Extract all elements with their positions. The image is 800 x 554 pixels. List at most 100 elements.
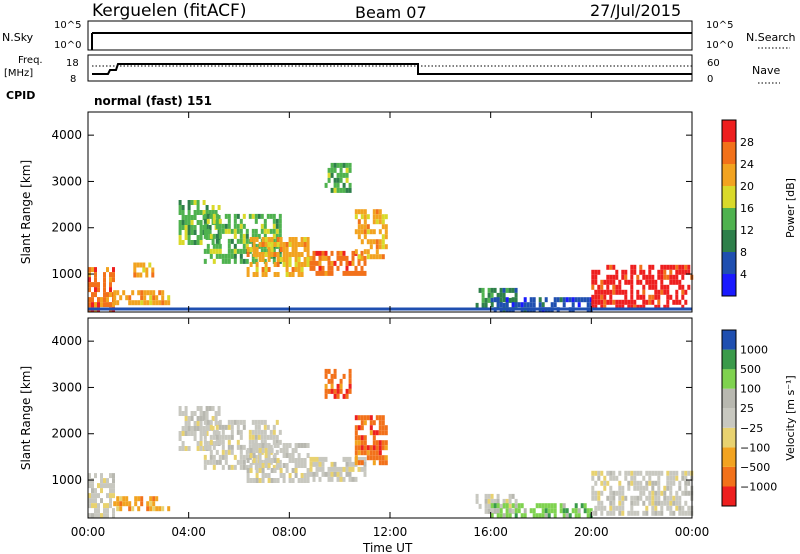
velocity-cell xyxy=(203,434,207,440)
power-cell xyxy=(586,302,590,308)
power-cell xyxy=(333,182,337,188)
velocity-cell xyxy=(633,470,637,476)
velocity-cell xyxy=(351,476,355,482)
power-cell xyxy=(327,265,331,271)
power-cell xyxy=(351,260,355,266)
velocity-cell xyxy=(193,411,197,416)
power-cell xyxy=(139,272,143,278)
velocity-cell xyxy=(155,496,159,502)
nave-label: Nave xyxy=(752,64,780,77)
power-cell xyxy=(264,242,268,247)
power-cell xyxy=(493,297,497,303)
power-cell xyxy=(261,272,265,277)
velocity-cell xyxy=(221,424,225,430)
velocity-cell xyxy=(339,466,343,472)
power-cell xyxy=(345,167,349,173)
velocity-cell xyxy=(297,453,301,458)
power-cell xyxy=(288,262,292,267)
velocity-cell xyxy=(621,500,625,506)
velocity-cell xyxy=(249,453,253,458)
power-cell xyxy=(300,272,304,277)
power-cell xyxy=(282,242,286,247)
power-cell xyxy=(218,248,222,254)
power-cell xyxy=(255,247,259,252)
power-cell xyxy=(615,299,619,305)
power-cell xyxy=(103,272,106,278)
velocity-cell xyxy=(630,480,634,486)
power-cell xyxy=(203,228,207,234)
velocity-cell xyxy=(348,373,352,379)
power-cell xyxy=(122,290,126,296)
power-cell xyxy=(276,237,280,242)
velocity-cell xyxy=(357,466,361,472)
power-cell xyxy=(236,223,240,229)
power-cell xyxy=(663,289,667,295)
velocity-cell xyxy=(288,478,292,483)
velocity-cell xyxy=(348,466,352,472)
velocity-cell xyxy=(161,506,165,512)
velocity-cell xyxy=(499,508,503,514)
power-cell xyxy=(230,238,234,244)
velocity-cell xyxy=(511,503,515,509)
velocity-cell xyxy=(621,505,625,511)
velocity-cell xyxy=(381,415,385,421)
velocity-cell xyxy=(184,431,188,436)
power-cell xyxy=(239,233,243,239)
velocity-cell xyxy=(562,513,566,519)
power-cell xyxy=(618,299,622,305)
power-cell xyxy=(499,302,503,308)
velocity-cell xyxy=(196,421,200,426)
velocity-cell xyxy=(550,508,554,514)
velocity-cell xyxy=(597,495,601,501)
power-cell xyxy=(372,229,376,235)
velocity-cell xyxy=(214,416,218,421)
velocity-cell xyxy=(100,498,103,504)
velocity-cell xyxy=(687,490,691,496)
velocity-cell xyxy=(303,458,307,463)
velocity-cell xyxy=(109,488,112,494)
velocity-cell xyxy=(372,445,376,451)
power-cell xyxy=(208,225,212,230)
power-cell xyxy=(354,209,358,215)
velocity-cell xyxy=(609,490,613,496)
velocity-cell xyxy=(348,476,352,482)
velocity-cell xyxy=(140,501,144,507)
power-cell xyxy=(624,274,628,280)
velocity-cell xyxy=(91,503,94,509)
power-cell xyxy=(303,242,307,247)
power-cell xyxy=(369,239,373,245)
power-cell xyxy=(202,200,206,205)
velocity-cell xyxy=(484,498,488,504)
velocity-cell xyxy=(609,500,613,506)
velocity-cell xyxy=(529,508,533,514)
power-cell xyxy=(481,302,485,308)
velocity-cell xyxy=(348,456,352,462)
velocity-cell xyxy=(375,440,379,446)
velocity-cell xyxy=(490,508,494,514)
velocity-cell xyxy=(252,458,256,463)
velocity-cell xyxy=(203,464,207,470)
power-cell xyxy=(236,238,240,244)
velocity-cell xyxy=(103,513,106,519)
velocity-cell xyxy=(381,455,385,461)
velocity-cell xyxy=(381,425,385,431)
power-cell xyxy=(252,272,256,277)
power-cell xyxy=(481,287,485,293)
velocity-cell xyxy=(505,513,509,519)
velocity-cell xyxy=(553,508,557,514)
velocity-cell xyxy=(285,453,289,458)
power-cell xyxy=(193,215,197,220)
velocity-cell xyxy=(251,434,255,440)
velocity-cell xyxy=(687,480,691,486)
power-cell xyxy=(609,289,613,295)
velocity-cell xyxy=(499,503,503,509)
power-cell xyxy=(131,290,135,296)
velocity-cell xyxy=(562,503,566,509)
power-cell xyxy=(354,214,358,220)
power-cell xyxy=(624,294,628,300)
velocity-cell xyxy=(594,470,598,476)
power-cell xyxy=(606,264,610,270)
power-cell xyxy=(218,223,222,229)
velocity-cell xyxy=(270,458,274,463)
power-colorbar-segment xyxy=(722,274,736,296)
